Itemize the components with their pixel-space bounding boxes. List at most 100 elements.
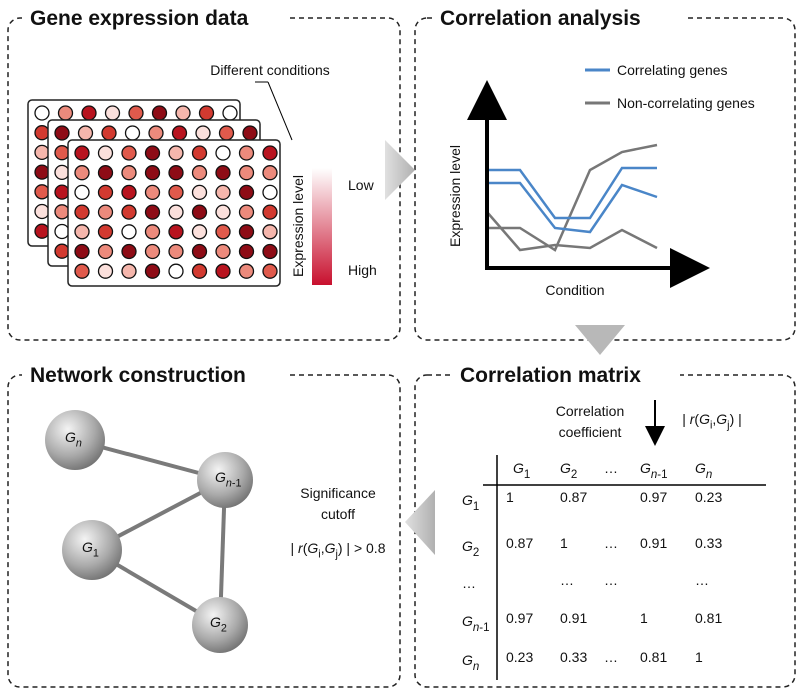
rich-text: … bbox=[604, 460, 618, 476]
cell: 1 bbox=[640, 610, 648, 626]
cell: 0.23 bbox=[506, 649, 533, 665]
well bbox=[121, 243, 137, 260]
well bbox=[104, 105, 121, 121]
well bbox=[191, 224, 208, 240]
well bbox=[215, 263, 231, 279]
text-part: ( bbox=[303, 540, 308, 556]
well bbox=[97, 145, 114, 161]
text-part: j bbox=[726, 420, 729, 432]
cell: 0.87 bbox=[560, 489, 587, 505]
well bbox=[262, 243, 278, 260]
well bbox=[144, 263, 161, 279]
flow-arrow bbox=[405, 490, 435, 555]
well bbox=[34, 203, 50, 220]
rich-text: Gn bbox=[65, 429, 82, 450]
well bbox=[121, 165, 137, 181]
text-part: r bbox=[298, 540, 304, 556]
text-part: ) | > 0.8 bbox=[338, 540, 386, 556]
text-part: G bbox=[695, 460, 706, 476]
well bbox=[148, 125, 164, 141]
label: Low bbox=[348, 177, 375, 193]
well bbox=[121, 184, 137, 201]
curve bbox=[487, 143, 658, 252]
well bbox=[168, 243, 184, 260]
cell: 1 bbox=[560, 535, 568, 551]
node bbox=[45, 410, 105, 470]
rich-text: Gn-1 bbox=[640, 460, 668, 481]
rich-text: Gn-1 bbox=[462, 613, 490, 634]
well bbox=[144, 145, 161, 161]
well bbox=[242, 125, 258, 141]
well bbox=[144, 204, 161, 220]
panel-title: Correlation matrix bbox=[460, 364, 641, 387]
node bbox=[192, 597, 248, 653]
rich-text: Gn bbox=[695, 460, 712, 481]
well bbox=[128, 105, 144, 121]
text-part: , bbox=[321, 540, 325, 556]
text-part: -1 bbox=[232, 478, 242, 490]
well bbox=[222, 105, 238, 121]
cell: 0.91 bbox=[640, 535, 667, 551]
axis-label: Condition bbox=[545, 282, 604, 298]
flow-arrow bbox=[575, 325, 625, 355]
color-bar bbox=[312, 168, 332, 285]
text-part: G bbox=[560, 460, 571, 476]
well bbox=[191, 184, 208, 201]
text-part: | bbox=[291, 540, 299, 556]
well bbox=[97, 184, 114, 201]
well bbox=[215, 165, 231, 181]
title-bg bbox=[22, 361, 290, 389]
text-part: n bbox=[706, 469, 712, 481]
well bbox=[191, 204, 208, 220]
legend-label: Non-correlating genes bbox=[617, 95, 755, 111]
node bbox=[62, 520, 122, 580]
text-part: n bbox=[76, 438, 82, 450]
text-part: n bbox=[226, 478, 232, 490]
rich-text: G2 bbox=[560, 460, 577, 481]
text-part: n bbox=[651, 469, 657, 481]
panel-title: Gene expression data bbox=[30, 7, 249, 30]
text-part: … bbox=[462, 575, 476, 591]
label: High bbox=[348, 262, 377, 278]
well bbox=[191, 263, 208, 279]
well bbox=[171, 125, 188, 141]
curve bbox=[486, 211, 658, 252]
rich-text: G1 bbox=[513, 460, 530, 481]
well bbox=[97, 243, 114, 260]
well bbox=[144, 184, 161, 201]
well bbox=[151, 105, 168, 121]
text-part: i bbox=[318, 549, 320, 561]
well bbox=[144, 224, 161, 240]
well bbox=[191, 243, 208, 260]
rich-text: G2 bbox=[462, 538, 479, 559]
cell: 0.97 bbox=[640, 489, 667, 505]
curve bbox=[487, 166, 657, 220]
well bbox=[81, 105, 97, 121]
well bbox=[238, 184, 255, 201]
legend-label: Correlating genes bbox=[617, 62, 728, 78]
label: Significance bbox=[300, 485, 376, 501]
cell: 1 bbox=[695, 649, 703, 665]
well bbox=[121, 224, 137, 240]
well bbox=[54, 164, 70, 181]
rich-text: G2 bbox=[210, 614, 227, 635]
text-part: -1 bbox=[479, 622, 489, 634]
text-part: r bbox=[690, 411, 696, 427]
label: Expression level bbox=[290, 175, 306, 277]
matrix-panel: Correlation coefficient | r(Gi,Gj) |G1 G2… bbox=[462, 400, 766, 680]
well bbox=[168, 165, 184, 181]
text-part: ) | bbox=[730, 411, 742, 427]
cell: 0.33 bbox=[695, 535, 722, 551]
text-part: 2 bbox=[473, 547, 479, 559]
cell: 0.33 bbox=[560, 649, 587, 665]
well bbox=[74, 184, 90, 201]
text-part: G bbox=[462, 538, 473, 554]
well bbox=[34, 184, 50, 200]
well bbox=[191, 165, 208, 181]
text-part: j bbox=[334, 549, 337, 561]
cell: 1 bbox=[506, 489, 514, 505]
text-part: G bbox=[82, 539, 93, 555]
cell: 0.81 bbox=[695, 610, 722, 626]
text-part: G bbox=[215, 469, 226, 485]
well bbox=[34, 164, 50, 180]
